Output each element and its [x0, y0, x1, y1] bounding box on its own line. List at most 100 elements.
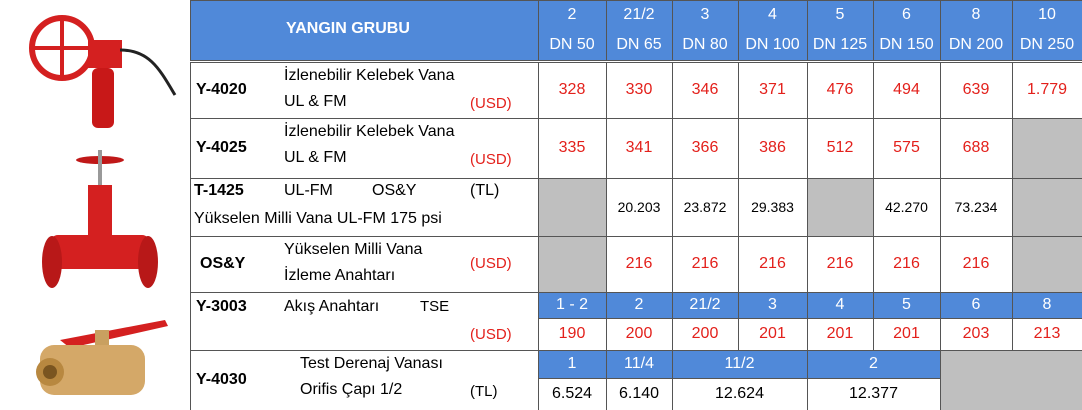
size-dn: DN 150 — [873, 32, 940, 58]
gate-valve-image — [42, 150, 158, 288]
price: 341 — [606, 118, 672, 178]
product-desc: Yükselen Milli Vana UL-FM 175 psi — [194, 210, 442, 228]
price: 476 — [807, 62, 873, 118]
size-label: 2 — [606, 292, 672, 318]
price: 23.872 — [672, 178, 738, 236]
size-inch: 8 — [940, 2, 1012, 28]
unavailable-cell — [1012, 118, 1082, 179]
product-desc: UL & FM — [284, 93, 347, 111]
product-desc: TSE — [420, 298, 449, 316]
product-code: Y-4020 — [196, 81, 247, 99]
product-desc: Test Derenaj Vanası — [300, 355, 443, 373]
product-code: Y-4030 — [196, 371, 247, 389]
price: 346 — [672, 62, 738, 118]
currency: (USD) — [470, 95, 512, 113]
ball-valve-image — [36, 320, 168, 395]
currency: (USD) — [470, 151, 512, 169]
price: 12.624 — [672, 378, 807, 410]
size-dn: DN 50 — [538, 32, 606, 58]
size-dn: DN 80 — [672, 32, 738, 58]
currency: (TL) — [470, 383, 498, 401]
product-code: Y-4025 — [196, 139, 247, 157]
unavailable-cell — [538, 178, 607, 237]
currency: (USD) — [470, 326, 512, 344]
price: 216 — [738, 236, 807, 292]
size-label: 5 — [873, 292, 940, 318]
product-desc: UL & FM — [284, 149, 347, 167]
size-label: 6 — [940, 292, 1012, 318]
product-code: T-1425 — [194, 182, 244, 200]
price: 42.270 — [873, 178, 940, 236]
price: 213 — [1012, 318, 1082, 350]
size-label: 21/2 — [672, 292, 738, 318]
price: 1.779 — [1012, 62, 1082, 118]
price: 575 — [873, 118, 940, 178]
product-desc: İzleme Anahtarı — [284, 267, 395, 285]
butterfly-valve-image — [32, 18, 175, 128]
price: 201 — [807, 318, 873, 350]
size-label: 1 — [538, 350, 606, 378]
currency: (USD) — [470, 255, 512, 273]
size-dn: DN 65 — [606, 32, 672, 58]
size-inch: 2 — [538, 2, 606, 28]
price: 386 — [738, 118, 807, 178]
price: 512 — [807, 118, 873, 178]
unavailable-cell — [538, 236, 607, 293]
price: 190 — [538, 318, 606, 350]
price: 29.383 — [738, 178, 807, 236]
product-desc: İzlenebilir Kelebek Vana — [284, 67, 454, 85]
price: 335 — [538, 118, 606, 178]
price: 688 — [940, 118, 1012, 178]
product-code: Y-3003 — [196, 298, 247, 316]
product-desc: Akış Anahtarı — [284, 298, 379, 316]
unavailable-cell — [1012, 236, 1082, 293]
price: 6.140 — [606, 378, 672, 410]
price: 216 — [606, 236, 672, 292]
size-label: 3 — [738, 292, 807, 318]
product-desc: Yükselen Milli Vana — [284, 241, 422, 259]
size-inch: 3 — [672, 2, 738, 28]
price: 216 — [807, 236, 873, 292]
size-dn: DN 125 — [807, 32, 873, 58]
size-dn: DN 250 — [1012, 32, 1082, 58]
size-inch: 10 — [1012, 2, 1082, 28]
price: 216 — [940, 236, 1012, 292]
unavailable-cell — [807, 178, 874, 237]
currency: (TL) — [470, 182, 499, 200]
size-label: 8 — [1012, 292, 1082, 318]
size-label: 4 — [807, 292, 873, 318]
price: 494 — [873, 62, 940, 118]
header-title: YANGIN GRUBU — [286, 20, 410, 38]
price: 6.524 — [538, 378, 606, 410]
price: 201 — [738, 318, 807, 350]
price: 371 — [738, 62, 807, 118]
size-inch: 5 — [807, 2, 873, 28]
product-code: OS&Y — [200, 255, 245, 273]
size-inch: 21/2 — [606, 2, 672, 28]
price: 12.377 — [807, 378, 940, 410]
size-inch: 4 — [738, 2, 807, 28]
product-images — [0, 0, 190, 410]
price-table: YANGIN GRUBU2DN 5021/2DN 653DN 804DN 100… — [0, 0, 1082, 410]
size-label: 11/2 — [672, 350, 807, 378]
unavailable-cell — [1012, 178, 1082, 237]
price: 330 — [606, 62, 672, 118]
price: 200 — [606, 318, 672, 350]
price: 201 — [873, 318, 940, 350]
unavailable-cell — [940, 350, 1082, 410]
price: 203 — [940, 318, 1012, 350]
price: 200 — [672, 318, 738, 350]
size-inch: 6 — [873, 2, 940, 28]
size-dn: DN 100 — [738, 32, 807, 58]
price: 73.234 — [940, 178, 1012, 236]
product-desc: Orifis Çapı 1/2 — [300, 381, 402, 399]
price: 366 — [672, 118, 738, 178]
price: 20.203 — [606, 178, 672, 236]
size-dn: DN 200 — [940, 32, 1012, 58]
price: 328 — [538, 62, 606, 118]
size-label: 2 — [807, 350, 940, 378]
product-desc: İzlenebilir Kelebek Vana — [284, 123, 454, 141]
price: 216 — [672, 236, 738, 292]
price: 639 — [940, 62, 1012, 118]
size-label: 1 - 2 — [538, 292, 606, 318]
